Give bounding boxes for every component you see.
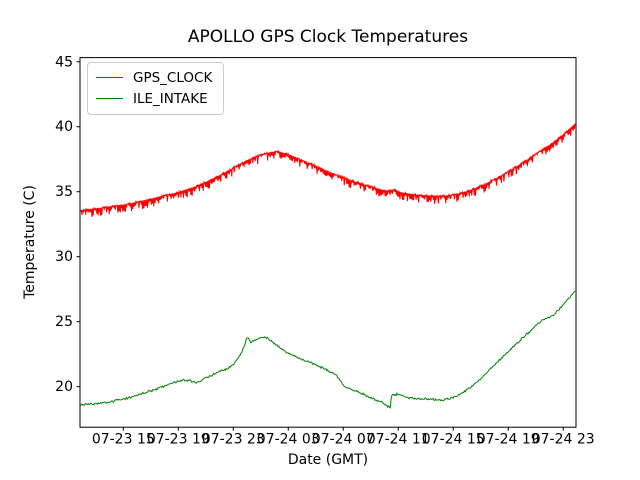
- y-tick-label: 35: [55, 184, 73, 200]
- legend-label-ile-intake: ILE_INTAKE: [133, 90, 208, 107]
- series-path-ile_intake: [80, 290, 576, 409]
- x-tick-label: 07-24 15: [422, 432, 485, 448]
- legend-label-gps-clock: GPS_CLOCK: [133, 69, 213, 86]
- y-tick-label: 20: [55, 379, 73, 395]
- x-tick-label: 07-24 03: [257, 432, 320, 448]
- legend-item-ile-intake: ILE_INTAKE: [96, 88, 212, 109]
- chart-title: APOLLO GPS Clock Temperatures: [187, 27, 469, 47]
- x-tick-label: 07-23 23: [202, 432, 265, 448]
- legend: GPS_CLOCK ILE_INTAKE: [87, 62, 225, 115]
- x-tick-label: 07-24 11: [367, 432, 430, 448]
- x-axis-label: Date (GMT): [287, 452, 369, 468]
- x-tick-label: 07-24 07: [312, 432, 375, 448]
- legend-item-gps-clock: GPS_CLOCK: [96, 67, 212, 88]
- legend-line-sample-red: [96, 77, 123, 78]
- x-tick-label: 07-24 23: [532, 432, 595, 448]
- series-path-gps_clock: [80, 123, 576, 218]
- y-axis-ticks: 45 40 35 30 25 20: [55, 54, 80, 395]
- x-tick-label: 07-23 19: [147, 432, 210, 448]
- y-tick-label: 40: [55, 119, 73, 135]
- x-tick-label: 07-23 15: [92, 432, 155, 448]
- y-tick-label: 25: [55, 314, 73, 330]
- y-tick-label: 30: [55, 249, 73, 265]
- y-axis-label: Temperature (C): [22, 185, 38, 299]
- x-tick-label: 07-24 19: [477, 432, 540, 448]
- axes-frame: [79, 57, 577, 428]
- series-curves: [80, 123, 576, 409]
- legend-line-sample-green: [96, 98, 123, 99]
- y-tick-label: 45: [55, 54, 73, 70]
